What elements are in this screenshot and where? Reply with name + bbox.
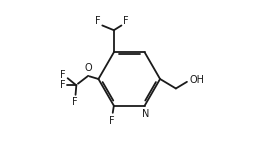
Text: F: F <box>95 16 100 26</box>
Text: F: F <box>60 80 65 90</box>
Text: O: O <box>84 64 92 73</box>
Text: F: F <box>60 70 65 80</box>
Text: F: F <box>123 16 129 26</box>
Text: F: F <box>109 116 114 126</box>
Text: OH: OH <box>189 75 204 85</box>
Text: F: F <box>72 97 77 107</box>
Text: N: N <box>142 109 149 119</box>
